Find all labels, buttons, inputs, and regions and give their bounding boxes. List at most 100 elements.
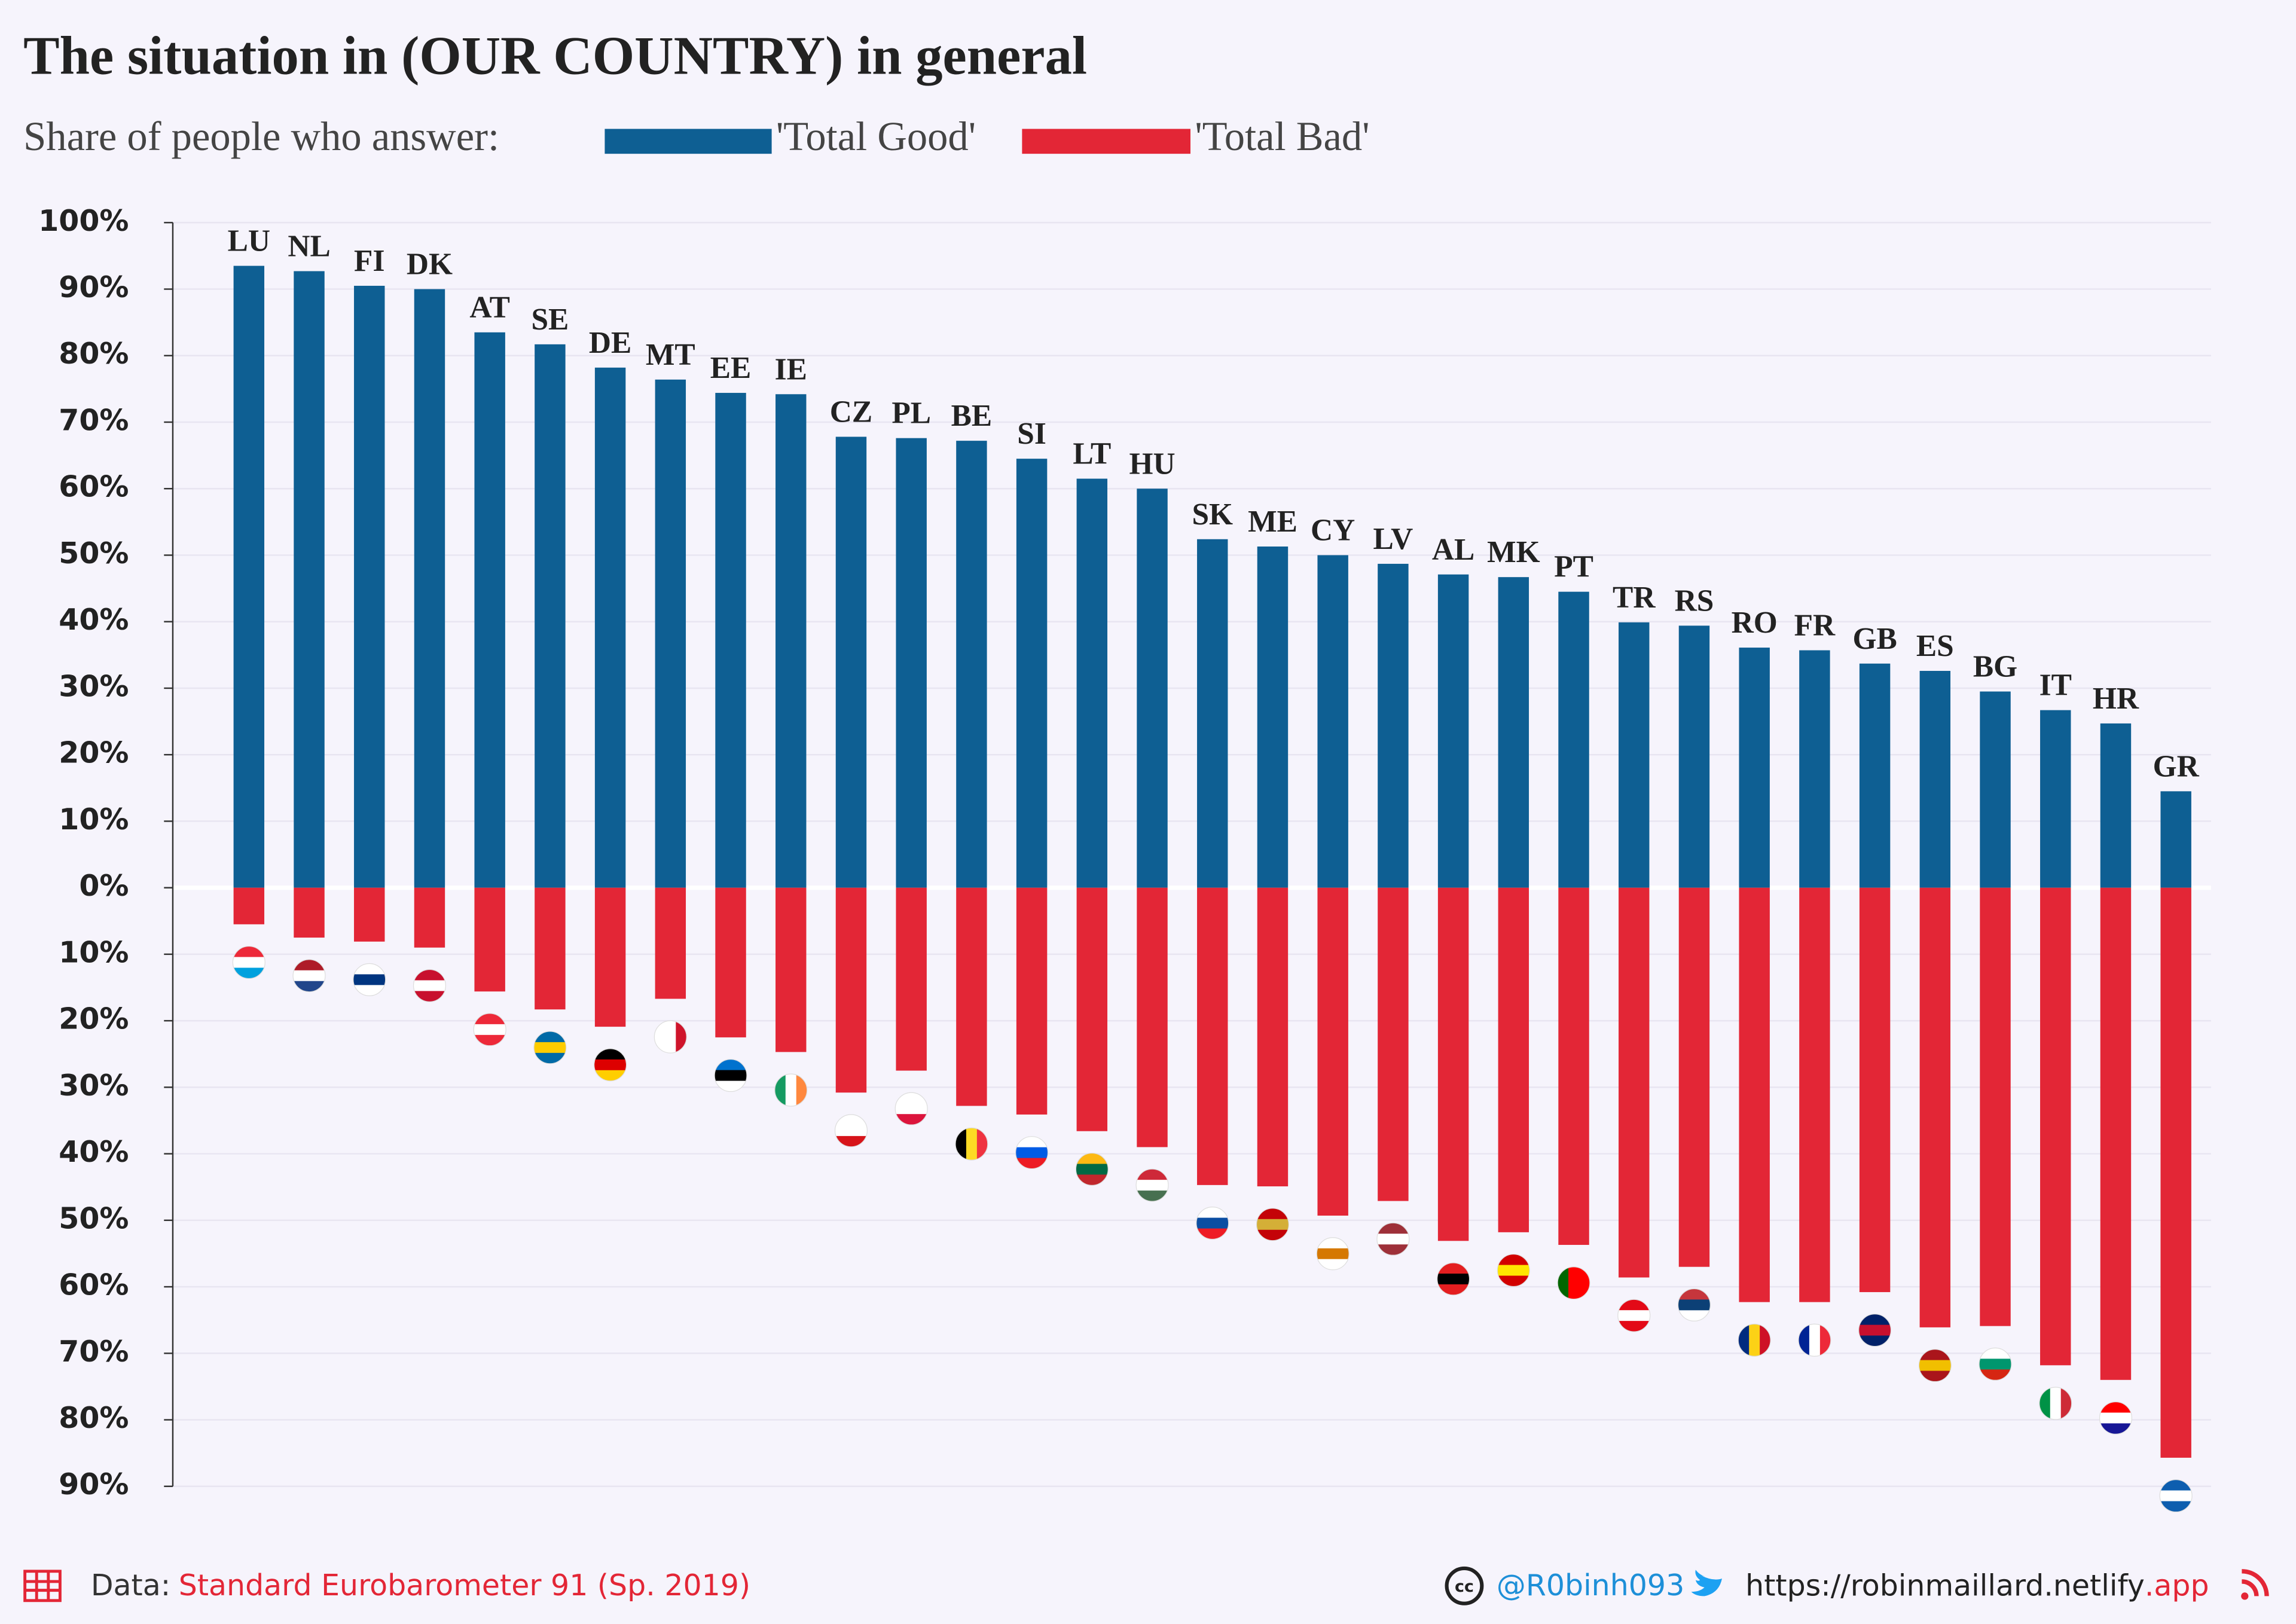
flag-stripe — [1819, 1324, 1831, 1357]
y-tick-label: 80% — [59, 337, 129, 371]
bar — [2160, 791, 2191, 888]
flag-outline — [1196, 1206, 1229, 1240]
flag-outline — [1557, 1266, 1590, 1300]
flag-stripe — [715, 1070, 747, 1082]
flag-stripe — [1858, 1335, 1891, 1347]
flag-stripe — [895, 1092, 928, 1104]
flag-outline — [353, 963, 386, 996]
flag — [1015, 1136, 1048, 1169]
flag-outline — [473, 1013, 506, 1046]
flag-outline — [955, 1127, 988, 1161]
bar — [1859, 887, 1891, 1292]
flag-stripe — [835, 1125, 868, 1137]
flag-outline — [533, 1031, 567, 1064]
flag-stripe — [1678, 1289, 1711, 1301]
category-label: BG — [1973, 650, 2017, 684]
bar — [1016, 887, 1048, 1115]
y-tick-label: 30% — [59, 669, 129, 703]
flag-stripe — [1437, 1263, 1470, 1275]
flag-outline — [834, 1114, 868, 1147]
flag-outline — [1677, 1288, 1711, 1321]
flag-stripe — [1136, 1169, 1168, 1181]
flag-stripe — [1617, 1299, 1650, 1311]
category-label: AL — [1432, 533, 1474, 567]
category-label: EE — [710, 351, 752, 385]
flag — [413, 969, 446, 1002]
category-label: AT — [469, 291, 510, 325]
bar — [956, 441, 987, 888]
bar — [1739, 648, 1770, 888]
bar — [775, 887, 807, 1052]
bar — [715, 887, 746, 1037]
flag-stripe — [293, 981, 325, 992]
flag — [1678, 1289, 1711, 1321]
flag-stripe — [1858, 1314, 1891, 1326]
bar — [2040, 710, 2071, 888]
flag — [1738, 1324, 1771, 1357]
flag-outline — [1135, 1168, 1169, 1202]
y-tick-label: 20% — [59, 1002, 129, 1036]
flag-stripe — [2160, 1490, 2193, 1502]
url[interactable]: https://robinmaillard.netlify.app — [1745, 1568, 2209, 1602]
category-label: MK — [1487, 535, 1540, 569]
flag-outline — [232, 945, 265, 979]
flag-stripe — [2039, 1387, 2051, 1420]
flag-stripe — [1738, 1324, 1750, 1357]
category-label: SK — [1192, 497, 1233, 532]
bar — [474, 887, 505, 992]
y-tick-label: 60% — [59, 470, 129, 504]
category-label: LU — [228, 224, 270, 258]
flag — [1136, 1169, 1168, 1202]
flag-stripe — [665, 1021, 677, 1054]
category-label: DE — [589, 326, 631, 360]
flag-stripe — [1858, 1324, 1891, 1336]
url-suffix[interactable]: .app — [2145, 1568, 2209, 1602]
flag — [1497, 1254, 1530, 1287]
category-label: GB — [1852, 622, 1897, 656]
bar — [594, 367, 626, 888]
bar — [1257, 547, 1289, 888]
credit[interactable]: @R0binh093 — [1497, 1568, 1684, 1602]
chart-title: The situation in (OUR COUNTRY) in genera… — [23, 26, 1087, 86]
legend-swatch — [604, 129, 772, 154]
bar — [2160, 887, 2191, 1458]
flag-stripe — [1437, 1273, 1470, 1286]
category-label: TR — [1613, 581, 1656, 615]
y-tick-label: 30% — [59, 1069, 129, 1103]
flag — [955, 1128, 988, 1161]
flag — [895, 1092, 928, 1125]
category-label: MT — [646, 338, 695, 372]
flag-stripe — [1919, 1360, 1952, 1372]
flag-stripe — [1579, 1266, 1590, 1299]
flag-outline — [714, 1059, 747, 1092]
flag — [1617, 1299, 1650, 1332]
flag — [533, 1031, 566, 1064]
url-main[interactable]: https://robinmaillard.netlify — [1745, 1568, 2145, 1602]
flag-stripe — [835, 1114, 868, 1127]
flag-outline — [1858, 1314, 1892, 1347]
bar — [414, 887, 445, 948]
flag-stripe — [785, 1074, 797, 1107]
flag-stripe — [1798, 1324, 1810, 1357]
flag-outline — [1015, 1136, 1049, 1170]
bar — [1980, 691, 2011, 888]
category-label: FI — [354, 244, 384, 278]
flag-stripe — [1568, 1266, 1580, 1299]
flag-outline — [894, 1092, 928, 1125]
flag-stripe — [1497, 1254, 1530, 1266]
source-link[interactable]: Standard Eurobarometer 91 (Sp. 2019) — [179, 1568, 750, 1602]
flag-stripe — [2099, 1412, 2132, 1424]
flag-stripe — [1015, 1136, 1048, 1148]
flag-stripe — [895, 1103, 928, 1115]
category-label: LV — [1373, 522, 1413, 556]
y-tick-label: 80% — [59, 1401, 129, 1435]
flag-stripe — [413, 991, 446, 1002]
flag-stripe — [1749, 1324, 1761, 1357]
bar — [1619, 887, 1650, 1278]
flag-stripe — [533, 1031, 566, 1043]
flag-stripe — [1015, 1158, 1048, 1169]
bar — [655, 379, 686, 888]
flag-stripe — [533, 1042, 566, 1054]
bar — [1619, 622, 1650, 888]
